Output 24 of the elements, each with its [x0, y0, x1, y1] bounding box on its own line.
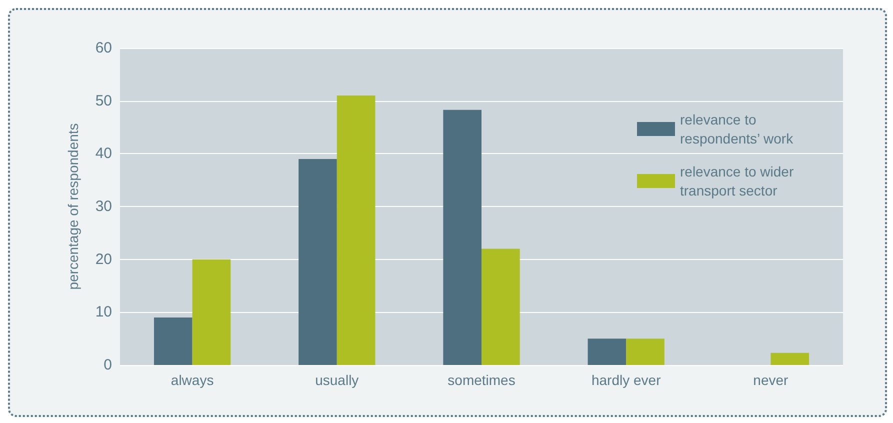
- y-tick-label: 60: [95, 40, 112, 56]
- bar: [482, 248, 520, 365]
- bar: [298, 158, 337, 365]
- legend-label: relevance to respondents’ work: [680, 112, 794, 146]
- x-tick-label: never: [753, 372, 789, 388]
- y-tick-label: 10: [95, 304, 112, 321]
- y-tick-label: 30: [95, 198, 112, 215]
- x-tick-label: always: [170, 372, 214, 388]
- y-tick-label: 50: [95, 92, 112, 110]
- x-tick-label: sometimes: [448, 372, 516, 388]
- y-tick-label: 20: [95, 250, 112, 268]
- bar: [770, 352, 810, 365]
- bar: [443, 110, 482, 365]
- bar: [626, 338, 664, 365]
- bar: [154, 317, 192, 365]
- bar: [336, 96, 376, 365]
- legend-label: relevance to wider transport sector: [680, 164, 798, 198]
- bar: [588, 338, 626, 365]
- y-axis-title: percentage of respondents: [65, 123, 81, 290]
- y-tick-label: 40: [95, 145, 112, 162]
- y-tick-label: 0: [104, 356, 112, 374]
- bar: [192, 259, 231, 365]
- x-tick-label: usually: [315, 372, 359, 388]
- x-tick-label: hardly ever: [591, 372, 662, 388]
